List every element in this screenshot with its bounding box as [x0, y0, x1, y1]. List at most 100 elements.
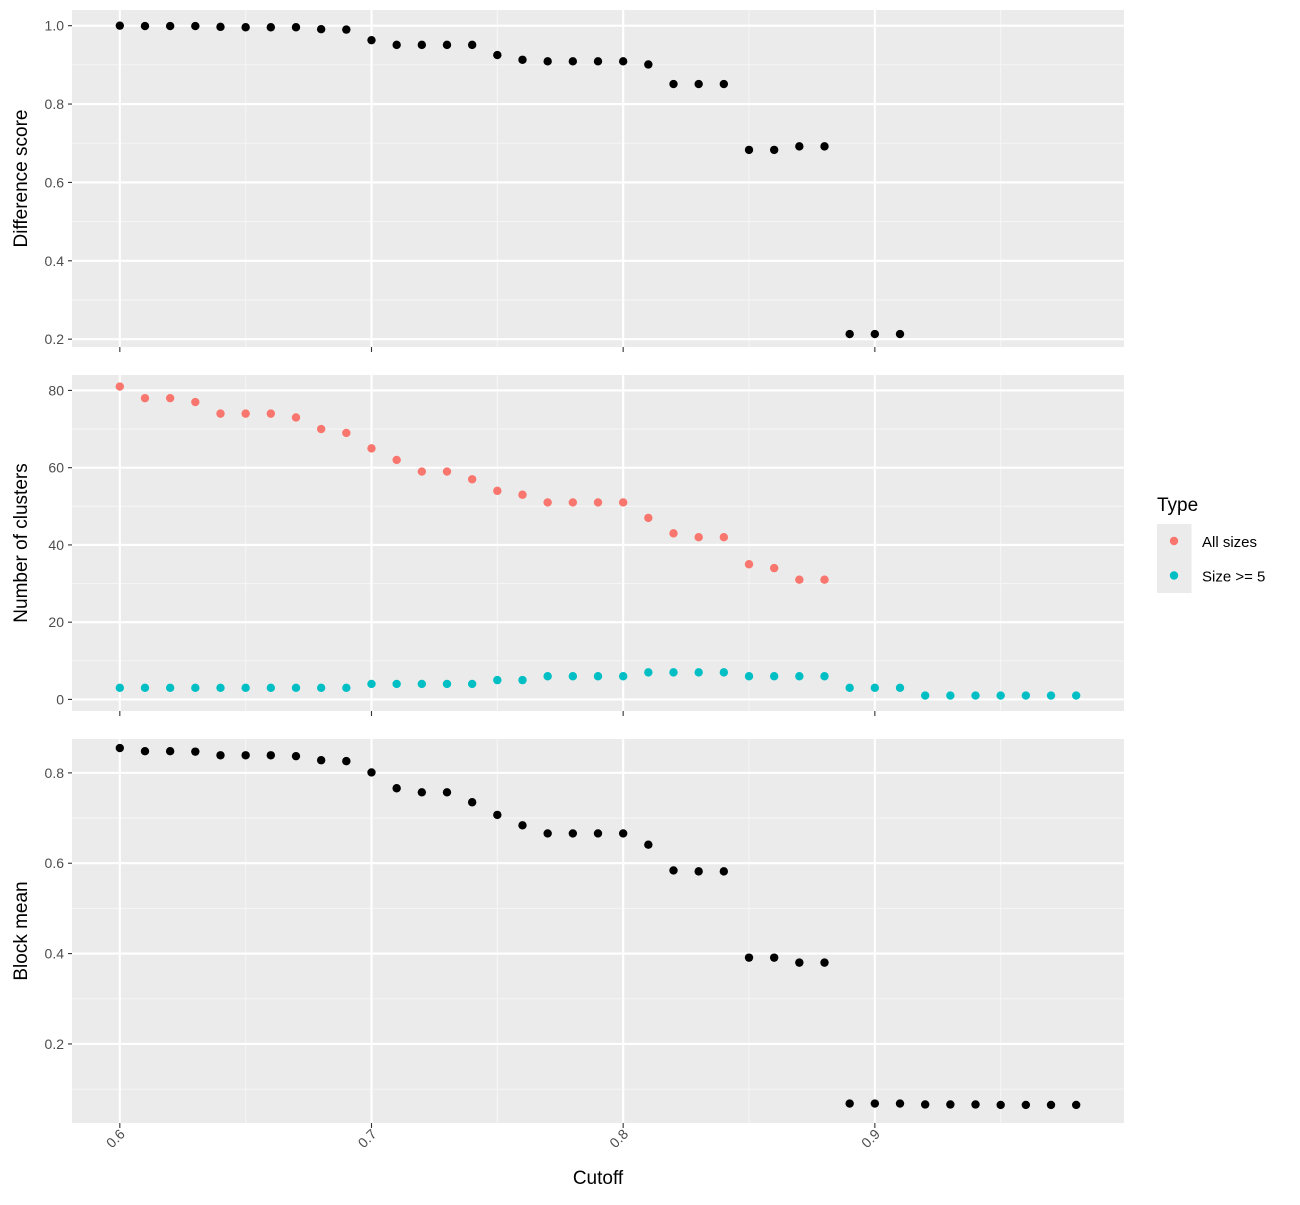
- data-point: [895, 329, 905, 339]
- data-point: [971, 1100, 980, 1109]
- data-point: [442, 467, 452, 476]
- data-point: [165, 683, 175, 693]
- data-point: [417, 679, 427, 689]
- x-tick-label: 0.8: [606, 1126, 631, 1151]
- data-point: [518, 55, 527, 64]
- data-point: [493, 486, 502, 496]
- data-point: [644, 60, 653, 69]
- data-point: [392, 679, 401, 689]
- data-point: [241, 23, 250, 32]
- data-point: [920, 691, 930, 700]
- data-point: [442, 40, 452, 50]
- data-point: [593, 672, 603, 681]
- y-axis-title: Difference score: [11, 110, 32, 248]
- data-point: [996, 691, 1005, 700]
- data-point: [367, 679, 376, 689]
- data-point: [191, 747, 200, 756]
- y-tick-label: 1.0: [45, 18, 65, 34]
- data-point: [1071, 691, 1081, 700]
- data-point: [216, 683, 225, 693]
- y-tick-label: 60: [48, 460, 64, 476]
- legend-title: Type: [1157, 495, 1198, 516]
- panel-background-1: [72, 10, 1124, 347]
- data-point: [342, 428, 351, 438]
- y-tick-label: 0.8: [45, 765, 65, 781]
- data-point: [518, 821, 527, 830]
- data-point: [467, 475, 477, 484]
- data-point: [417, 788, 427, 797]
- data-point: [593, 57, 603, 66]
- data-point: [669, 529, 678, 538]
- data-point: [241, 683, 250, 693]
- y-tick-label: 0.2: [45, 1036, 65, 1052]
- data-point: [367, 444, 376, 453]
- data-point: [467, 679, 477, 689]
- data-point: [845, 329, 854, 339]
- data-point: [1021, 1100, 1031, 1110]
- data-point: [568, 829, 578, 838]
- data-point: [669, 866, 678, 875]
- data-point: [140, 393, 150, 403]
- data-point: [920, 1100, 930, 1109]
- data-point: [1021, 691, 1031, 700]
- data-point: [644, 840, 653, 849]
- data-point: [593, 498, 603, 507]
- data-point: [191, 683, 200, 693]
- y-tick-label: 0.4: [45, 946, 65, 962]
- data-point: [618, 57, 628, 66]
- legend-key-point: [1169, 571, 1179, 580]
- data-point: [870, 683, 880, 693]
- data-point: [568, 57, 578, 66]
- data-point: [744, 953, 754, 962]
- data-point: [191, 397, 200, 407]
- y-axis-title: Block mean: [11, 881, 32, 980]
- y-tick-label: 0.6: [45, 174, 65, 190]
- data-point: [115, 382, 125, 391]
- data-point: [467, 798, 477, 807]
- data-point: [795, 672, 804, 681]
- data-point: [694, 867, 703, 876]
- data-point: [744, 560, 754, 569]
- data-point: [618, 672, 628, 681]
- data-point: [316, 424, 326, 434]
- data-point: [845, 683, 854, 693]
- data-point: [342, 756, 351, 766]
- data-point: [870, 329, 880, 339]
- data-point: [769, 953, 779, 962]
- data-point: [996, 1100, 1005, 1110]
- panel-background-3: [72, 739, 1124, 1123]
- data-point: [342, 683, 351, 693]
- y-tick-label: 80: [48, 382, 64, 398]
- data-point: [1046, 691, 1056, 700]
- data-point: [795, 575, 804, 584]
- data-point: [165, 21, 175, 31]
- data-point: [895, 1099, 905, 1108]
- data-point: [694, 533, 703, 542]
- data-point: [769, 672, 779, 681]
- data-point: [115, 683, 125, 693]
- data-point: [644, 668, 653, 677]
- data-point: [417, 40, 427, 50]
- data-point: [795, 142, 804, 151]
- data-point: [493, 675, 502, 685]
- data-point: [417, 467, 427, 476]
- data-point: [442, 679, 452, 689]
- data-point: [165, 746, 175, 756]
- data-point: [669, 668, 678, 677]
- x-axis-title: Cutoff: [573, 1168, 624, 1189]
- data-point: [543, 498, 552, 507]
- legend-key-point: [1169, 536, 1179, 546]
- data-point: [140, 683, 150, 693]
- x-tick-label: 0.6: [103, 1126, 128, 1151]
- data-point: [140, 21, 150, 31]
- y-axis-title: Number of clusters: [11, 463, 32, 622]
- data-point: [291, 413, 301, 422]
- data-point: [367, 768, 376, 777]
- data-point: [769, 145, 779, 155]
- data-point: [820, 575, 829, 584]
- data-point: [342, 25, 351, 34]
- data-point: [719, 533, 729, 542]
- data-point: [241, 751, 250, 760]
- data-point: [115, 21, 125, 30]
